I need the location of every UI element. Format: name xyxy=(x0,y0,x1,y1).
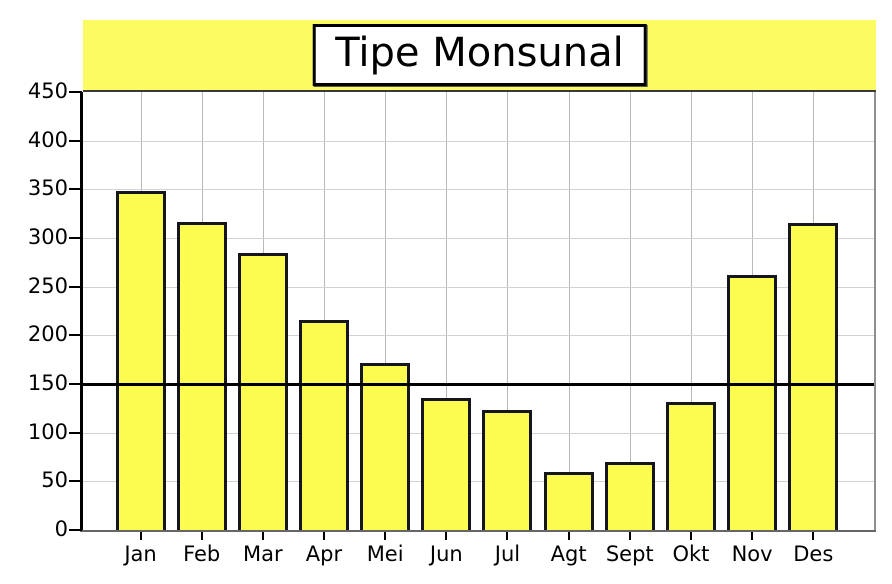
y-axis-label: 450 xyxy=(27,79,68,103)
bar-mei xyxy=(360,362,411,530)
vertical-gridline xyxy=(568,92,570,530)
horizontal-gridline xyxy=(83,140,875,142)
x-axis-label-sept: Sept xyxy=(605,542,654,566)
horizontal-gridline xyxy=(83,286,875,288)
x-axis-label-apr: Apr xyxy=(305,542,343,566)
x-axis-tick xyxy=(689,532,692,540)
x-axis-label-okt: Okt xyxy=(672,542,710,566)
vertical-gridline xyxy=(507,92,509,530)
bar-jul xyxy=(482,410,533,530)
bar-sept xyxy=(604,461,655,530)
bar-apr xyxy=(298,319,349,530)
plot-right-border xyxy=(874,92,876,530)
y-axis-tick xyxy=(69,334,82,337)
y-axis-label: 50 xyxy=(41,468,68,493)
plot-top-border xyxy=(83,90,876,92)
y-axis-line xyxy=(80,92,83,532)
y-axis-tick xyxy=(69,383,82,385)
y-axis-tick xyxy=(69,188,82,191)
x-axis-label-des: Des xyxy=(793,542,834,566)
x-axis-label-mar: Mar xyxy=(243,542,283,566)
bar-des xyxy=(788,223,839,530)
x-axis-tick xyxy=(445,532,448,540)
bar-jan xyxy=(115,191,166,530)
vertical-gridline xyxy=(323,92,325,530)
x-axis-tick xyxy=(812,532,815,540)
y-axis-label: 350 xyxy=(27,176,68,201)
x-axis-tick xyxy=(322,532,325,540)
vertical-gridline xyxy=(446,92,448,530)
bar-okt xyxy=(665,401,716,530)
y-axis-label: 100 xyxy=(27,419,68,444)
x-axis-label-feb: Feb xyxy=(183,542,221,566)
x-axis-label-mei: Mei xyxy=(366,542,404,566)
x-axis-tick xyxy=(200,532,203,540)
y-axis-label: 400 xyxy=(27,127,68,152)
x-axis-tick xyxy=(384,532,387,540)
x-axis-label-agt: Agt xyxy=(550,542,587,566)
bar-jun xyxy=(421,397,472,530)
horizontal-gridline xyxy=(83,432,875,434)
chart-title-box: Tipe Monsunal xyxy=(312,24,647,86)
bar-feb xyxy=(176,222,227,530)
y-axis-tick xyxy=(69,529,82,531)
y-axis-label: 300 xyxy=(27,225,68,249)
reference-line-150 xyxy=(83,383,875,386)
y-axis-tick xyxy=(69,91,82,93)
plot-area xyxy=(83,92,875,530)
y-axis-tick xyxy=(69,285,82,288)
bar-nov xyxy=(727,274,778,530)
y-axis-tick xyxy=(69,237,82,239)
x-axis-tick xyxy=(139,532,142,540)
horizontal-gridline xyxy=(83,238,875,239)
y-axis-label: 200 xyxy=(27,322,68,347)
horizontal-gridline xyxy=(83,481,875,483)
horizontal-gridline xyxy=(83,189,875,191)
x-axis-tick xyxy=(628,532,631,540)
x-axis-label-nov: Nov xyxy=(731,542,773,566)
vertical-gridline xyxy=(629,92,631,530)
y-axis-tick xyxy=(69,431,82,434)
vertical-gridline xyxy=(385,92,387,530)
x-axis-tick xyxy=(506,532,509,540)
x-axis-label-jan: Jan xyxy=(124,542,157,566)
x-axis-tick xyxy=(567,532,570,540)
y-axis-label: 250 xyxy=(27,273,68,298)
bar-mar xyxy=(237,252,288,530)
vertical-gridline xyxy=(690,92,692,530)
y-axis-label: 150 xyxy=(27,371,68,395)
x-axis-tick xyxy=(751,532,754,540)
x-axis-label-jul: Jul xyxy=(494,542,521,566)
x-axis-label-jun: Jun xyxy=(429,542,463,566)
y-axis-label: 0 xyxy=(54,517,68,541)
x-axis-line xyxy=(80,530,876,532)
y-axis-tick xyxy=(69,480,82,483)
x-axis-tick xyxy=(261,532,264,540)
horizontal-gridline xyxy=(83,335,875,337)
y-axis-tick xyxy=(69,139,82,142)
chart-title: Tipe Monsunal xyxy=(335,30,624,76)
title-band: Tipe Monsunal xyxy=(83,20,876,92)
bar-agt xyxy=(543,471,594,530)
